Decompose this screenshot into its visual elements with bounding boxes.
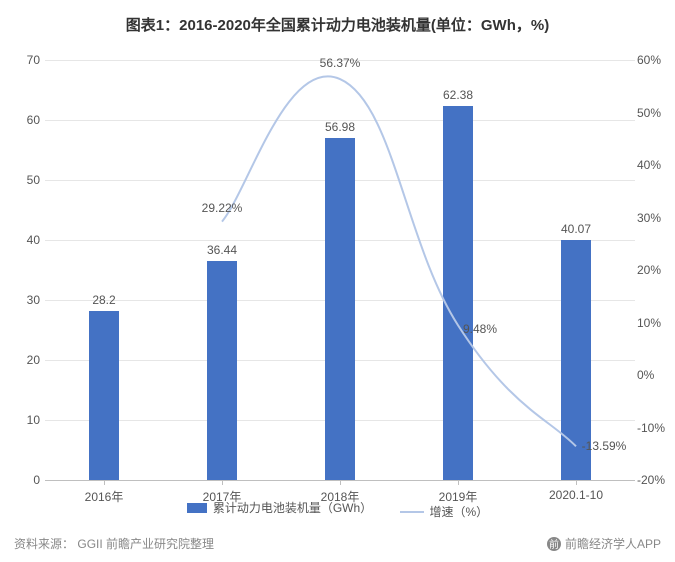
plot-area: 010203040506070-20%-10%0%10%20%30%40%50%… xyxy=(45,60,635,480)
y-right-tick-label: 20% xyxy=(637,263,675,277)
line-value-label: 29.22% xyxy=(202,201,243,215)
source: 资料来源： GGII 前瞻产业研究院整理 xyxy=(14,535,214,552)
chart-title: 图表1：2016-2020年全国累计动力电池装机量(单位：GWh，%) xyxy=(0,0,675,35)
source-text: GGII 前瞻产业研究院整理 xyxy=(77,537,214,551)
legend-swatch-bar xyxy=(187,503,207,513)
legend-label-bar: 累计动力电池装机量（GWh） xyxy=(213,499,372,516)
line-value-label: -13.59% xyxy=(582,439,627,453)
x-tick-mark xyxy=(458,480,459,485)
y-right-tick-label: -10% xyxy=(637,421,675,435)
y-right-tick-label: 30% xyxy=(637,211,675,225)
brand: 前 前瞻经济学人APP xyxy=(547,535,661,552)
line-value-label: 9.48% xyxy=(463,322,497,336)
line-value-label: 56.37% xyxy=(320,56,361,70)
y-left-tick-label: 60 xyxy=(10,113,40,127)
source-label: 资料来源： xyxy=(14,537,74,551)
line-series xyxy=(45,60,635,480)
legend-swatch-line xyxy=(400,511,424,513)
y-left-tick-label: 50 xyxy=(10,173,40,187)
legend-label-line: 增速（%） xyxy=(430,503,489,520)
footer: 资料来源： GGII 前瞻产业研究院整理 前 前瞻经济学人APP xyxy=(14,535,661,552)
x-tick-mark xyxy=(576,480,577,485)
y-left-tick-label: 0 xyxy=(10,473,40,487)
y-right-tick-label: 50% xyxy=(637,106,675,120)
y-right-tick-label: 10% xyxy=(637,316,675,330)
y-right-tick-label: 40% xyxy=(637,158,675,172)
legend: 累计动力电池装机量（GWh） 增速（%） xyxy=(0,499,675,520)
y-left-tick-label: 40 xyxy=(10,233,40,247)
legend-item-line: 增速（%） xyxy=(400,503,489,520)
x-tick-mark xyxy=(340,480,341,485)
brand-icon: 前 xyxy=(547,537,561,551)
y-right-tick-label: 60% xyxy=(637,53,675,67)
brand-text: 前瞻经济学人APP xyxy=(565,535,661,552)
y-right-tick-label: -20% xyxy=(637,473,675,487)
legend-item-bar: 累计动力电池装机量（GWh） xyxy=(187,499,372,516)
x-tick-mark xyxy=(222,480,223,485)
y-left-tick-label: 10 xyxy=(10,413,40,427)
chart-area: 010203040506070-20%-10%0%10%20%30%40%50%… xyxy=(45,60,635,480)
y-right-tick-label: 0% xyxy=(637,368,675,382)
x-tick-mark xyxy=(104,480,105,485)
y-left-tick-label: 20 xyxy=(10,353,40,367)
y-left-tick-label: 70 xyxy=(10,53,40,67)
y-left-tick-label: 30 xyxy=(10,293,40,307)
